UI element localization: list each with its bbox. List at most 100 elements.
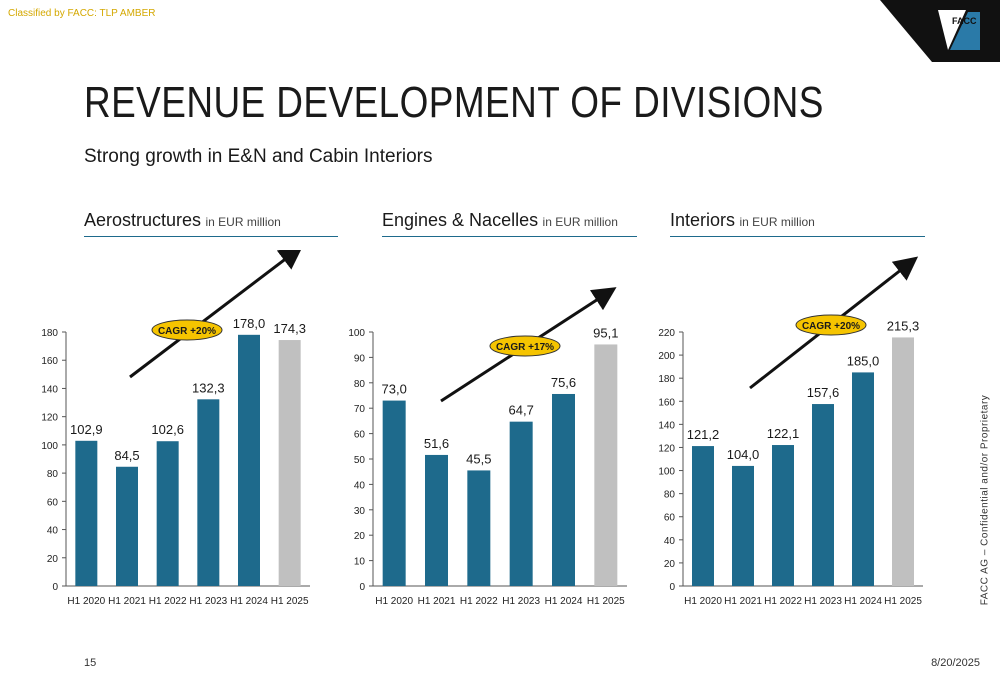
section-unit: in EUR million [542, 215, 618, 229]
y-tick-label: 50 [354, 455, 366, 466]
y-tick-label: 180 [41, 328, 58, 339]
y-tick-label: 200 [658, 351, 675, 362]
page-subtitle: Strong growth in E&N and Cabin Interiors [84, 146, 433, 167]
page-date: 8/20/2025 [931, 657, 980, 669]
bar-h1-2022 [467, 470, 491, 586]
y-tick-label: 220 [658, 328, 675, 339]
x-tick-label: H1 2020 [684, 596, 722, 607]
y-tick-label: 180 [658, 374, 675, 385]
y-tick-label: 0 [359, 582, 365, 593]
y-tick-label: 0 [669, 582, 675, 593]
y-tick-label: 120 [41, 413, 58, 424]
bar-value-label: 45,5 [466, 451, 491, 466]
y-tick-label: 160 [658, 397, 675, 408]
y-tick-label: 100 [658, 467, 675, 478]
bar-h1-2025 [594, 344, 618, 586]
y-tick-label: 100 [41, 441, 58, 452]
y-tick-label: 140 [41, 384, 58, 395]
x-tick-label: H1 2020 [67, 596, 105, 607]
bar-value-label: 84,5 [114, 448, 139, 463]
y-tick-label: 80 [354, 379, 366, 390]
bar-h1-2024 [552, 393, 575, 586]
bar-value-label: 174,3 [273, 321, 306, 336]
x-tick-label: H1 2025 [884, 596, 922, 607]
cagr-badge [489, 335, 561, 357]
bar-h1-2021 [732, 465, 754, 586]
x-tick-label: H1 2021 [108, 596, 146, 607]
interiors-bar-chart: 0 20 40 60 80 100 120 140 160 180 200 220 121,2 H1 20… [658, 256, 923, 607]
section-unit: in EUR million [205, 215, 281, 229]
y-tick-label: 20 [47, 554, 59, 565]
bar-value-label: 185,0 [847, 353, 880, 368]
logo-text: FACC [952, 16, 977, 26]
cagr-badge [795, 314, 867, 336]
bar-value-label: 102,6 [151, 422, 184, 437]
y-tick-label: 60 [354, 430, 366, 441]
y-tick-label: 90 [354, 353, 366, 364]
cagr-badge [151, 319, 223, 341]
x-tick-label: H1 2023 [189, 596, 227, 607]
bar-value-label: 178,0 [233, 316, 266, 331]
section-title: Interiors [670, 210, 736, 230]
bar-value-label: 157,6 [807, 385, 840, 400]
x-tick-label: H1 2023 [804, 596, 842, 607]
bar-h1-2023 [509, 421, 533, 586]
x-tick-label: H1 2025 [271, 596, 309, 607]
cagr-label: CAGR +17% [496, 342, 554, 353]
x-tick-label: H1 2024 [844, 596, 882, 607]
y-tick-label: 70 [354, 404, 366, 415]
bar-value-label: 122,1 [767, 426, 800, 441]
bar-h1-2023 [812, 404, 834, 586]
bar-value-label: 64,7 [509, 403, 534, 418]
confidentiality-note: FACC AG – Confidential and/or Proprietar… [979, 394, 991, 606]
y-tick-label: 80 [47, 469, 59, 480]
x-tick-label: H1 2024 [230, 596, 268, 607]
logo-corner-shape [880, 0, 1000, 62]
cagr-label: CAGR +20% [802, 321, 860, 332]
bar-h1-2020 [692, 446, 714, 586]
x-tick-label: H1 2022 [460, 596, 498, 607]
bar-h1-2020 [382, 400, 406, 586]
bar-value-label: 102,9 [70, 422, 103, 437]
bar-h1-2024 [238, 334, 260, 586]
x-tick-label: H1 2025 [587, 596, 625, 607]
y-tick-label: 40 [47, 526, 59, 537]
y-tick-label: 40 [354, 480, 366, 491]
bar-h1-2021 [425, 454, 448, 586]
engines-nacelles-bar-chart: 0 10 20 30 40 50 60 70 80 90 100 73,0 H1 2020 51,6 H1 … [348, 287, 627, 607]
bar-value-label: 104,0 [727, 447, 760, 462]
x-tick-label: H1 2021 [418, 596, 456, 607]
bar-value-label: 121,2 [687, 427, 720, 442]
bar-h1-2020 [75, 440, 98, 586]
section-unit: in EUR million [739, 215, 815, 229]
section-header-engines-nacelles: Engines & Nacelles in EUR million [382, 210, 637, 237]
y-tick-label: 100 [348, 328, 365, 339]
bar-h1-2025 [892, 337, 914, 586]
section-title: Engines & Nacelles [382, 210, 539, 230]
classification-label: Classified by FACC: TLP AMBER [8, 8, 156, 19]
y-tick-label: 40 [664, 536, 676, 547]
bar-h1-2022 [156, 441, 179, 586]
bar-value-label: 95,1 [593, 325, 618, 340]
bar-value-label: 75,6 [551, 375, 576, 390]
bar-value-label: 215,3 [887, 318, 920, 333]
x-tick-label: H1 2022 [149, 596, 187, 607]
y-tick-label: 30 [354, 506, 366, 517]
y-tick-label: 140 [658, 420, 675, 431]
y-tick-label: 160 [41, 356, 58, 367]
section-header-interiors: Interiors in EUR million [670, 210, 925, 237]
bar-h1-2023 [197, 399, 220, 586]
y-tick-label: 60 [664, 513, 676, 524]
x-tick-label: H1 2020 [375, 596, 413, 607]
bar-h1-2025 [278, 340, 301, 586]
section-title: Aerostructures [84, 210, 202, 230]
bar-h1-2024 [852, 372, 874, 586]
aerostructures-bar-chart: 0 20 40 60 80 100 120 140 160 180 102,9 H1 2020 84,5… [41, 250, 310, 607]
trend-arrow [129, 250, 304, 379]
y-tick-label: 120 [658, 443, 675, 454]
x-tick-label: H1 2024 [545, 596, 583, 607]
y-tick-label: 20 [354, 531, 366, 542]
bar-value-label: 51,6 [424, 436, 449, 451]
x-tick-label: H1 2023 [502, 596, 540, 607]
page-title: REVENUE DEVELOPMENT OF DIVISIONS [84, 78, 824, 127]
